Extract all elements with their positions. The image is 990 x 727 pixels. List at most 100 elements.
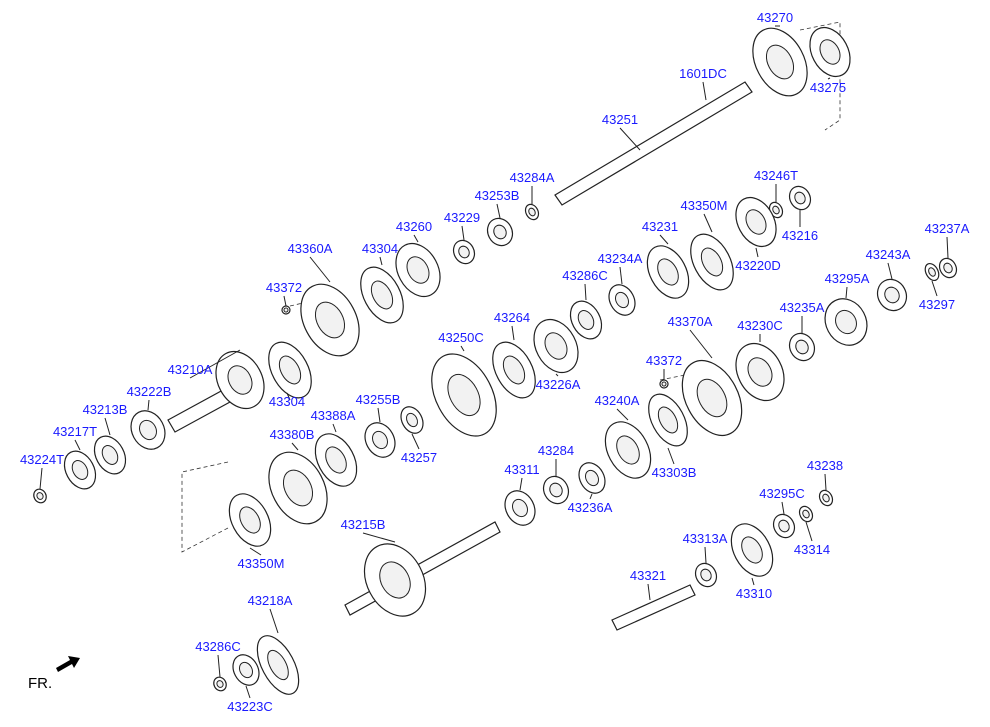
- part-label[interactable]: 43210A: [168, 362, 213, 377]
- part-label[interactable]: 43311: [504, 462, 539, 477]
- leader-line: [689, 329, 713, 359]
- part-label[interactable]: 43222B: [127, 384, 172, 399]
- part-43310: [730, 523, 774, 577]
- leader-line: [283, 295, 287, 307]
- part-label[interactable]: 43223C: [227, 699, 273, 714]
- part-label[interactable]: 43372: [266, 280, 302, 295]
- part-43313A: [694, 562, 718, 588]
- part-label[interactable]: 43251: [602, 112, 638, 127]
- part-43223C: [232, 654, 260, 686]
- part-label[interactable]: 43237A: [925, 221, 970, 236]
- part-label[interactable]: 43230C: [737, 318, 783, 333]
- part-label[interactable]: 43213B: [83, 402, 128, 417]
- leader-line: [217, 654, 221, 678]
- part-label[interactable]: 43360A: [288, 241, 333, 256]
- part-label[interactable]: 43243A: [866, 247, 911, 262]
- part-label[interactable]: 43229: [444, 210, 480, 225]
- part-label[interactable]: 43304: [269, 394, 305, 409]
- part-label[interactable]: 43295A: [825, 271, 870, 286]
- part-label[interactable]: 43314: [794, 542, 830, 557]
- part-label[interactable]: 43286C: [195, 639, 241, 654]
- front-direction-indicator: FR.: [28, 656, 80, 692]
- part-label[interactable]: 43284: [538, 443, 574, 458]
- part-bore: [747, 357, 773, 387]
- part-bore: [139, 419, 157, 441]
- part-43304: [268, 341, 312, 399]
- part-label[interactable]: 43313A: [683, 531, 728, 546]
- part-label[interactable]: 43238: [807, 458, 843, 473]
- part-label[interactable]: 43388A: [311, 408, 356, 423]
- part-label[interactable]: 43255B: [356, 392, 401, 407]
- part-label[interactable]: 43224T: [20, 452, 64, 467]
- part-43238: [818, 489, 834, 507]
- part-43229: [452, 239, 476, 265]
- leader-line: [659, 234, 669, 245]
- part-label[interactable]: 43264: [494, 310, 530, 325]
- part-label[interactable]: 43284A: [510, 170, 555, 185]
- part-label[interactable]: 43234A: [598, 251, 643, 266]
- main-shaft-43251: [554, 81, 753, 206]
- part-label[interactable]: 43257: [401, 450, 437, 465]
- part-43240A: [604, 421, 652, 479]
- part-label[interactable]: 43372: [646, 353, 682, 368]
- part-label[interactable]: 43260: [396, 219, 432, 234]
- leader-line: [619, 127, 641, 151]
- leader-line: [379, 256, 383, 266]
- part-label[interactable]: 43240A: [595, 393, 640, 408]
- part-bore: [577, 310, 595, 330]
- leader-line: [702, 81, 707, 101]
- leader-line: [805, 521, 813, 542]
- part-43215B: [363, 543, 427, 617]
- part-bore: [379, 561, 411, 599]
- part-bore: [406, 256, 430, 284]
- part-43295A: [824, 298, 868, 346]
- part-43235A: [788, 332, 816, 362]
- leader-line: [147, 399, 150, 411]
- shaft-43321: [611, 584, 696, 631]
- part-label[interactable]: 43216: [782, 228, 818, 243]
- part-label[interactable]: 43217T: [53, 424, 97, 439]
- leader-line: [647, 583, 651, 601]
- part-label[interactable]: 43295C: [759, 486, 805, 501]
- part-label[interactable]: 1601DC: [679, 66, 727, 81]
- part-label[interactable]: 43286C: [562, 268, 608, 283]
- part-label[interactable]: 43303B: [652, 465, 697, 480]
- part-label[interactable]: 43231: [642, 219, 678, 234]
- part-43217T: [63, 450, 97, 490]
- leader-line: [245, 685, 251, 699]
- part-label[interactable]: 43350M: [681, 198, 728, 213]
- part-label[interactable]: 43350M: [238, 556, 285, 571]
- part-bore: [239, 506, 261, 534]
- leader-line: [39, 467, 43, 490]
- part-label[interactable]: 43218A: [248, 593, 293, 608]
- part-label[interactable]: 43226A: [536, 377, 581, 392]
- part-label[interactable]: 43250C: [438, 330, 484, 345]
- part-label[interactable]: 43297: [919, 297, 955, 312]
- part-43360A: [300, 283, 360, 357]
- part-43350M: [228, 493, 272, 547]
- part-label[interactable]: 43310: [736, 586, 772, 601]
- part-label[interactable]: 43215B: [341, 517, 386, 532]
- part-label[interactable]: 43220D: [735, 258, 781, 273]
- leader-line: [616, 408, 629, 421]
- part-bore: [447, 373, 481, 417]
- leader-line: [845, 286, 848, 299]
- part-label[interactable]: 43246T: [754, 168, 798, 183]
- part-bore: [795, 339, 809, 355]
- part-label[interactable]: 43370A: [668, 314, 713, 329]
- part-43311: [504, 490, 536, 526]
- leader-line: [269, 608, 279, 634]
- part-label[interactable]: 43236A: [568, 500, 613, 515]
- part-label[interactable]: 43321: [630, 568, 666, 583]
- leader-line: [74, 439, 81, 451]
- leader-line: [519, 477, 523, 491]
- part-label[interactable]: 43253B: [475, 188, 520, 203]
- part-bore: [700, 568, 712, 582]
- part-label[interactable]: 43380B: [270, 427, 315, 442]
- part-label[interactable]: 43235A: [780, 300, 825, 315]
- part-label[interactable]: 43304: [362, 241, 398, 256]
- part-43226A: [533, 318, 579, 374]
- part-label[interactable]: 43270: [757, 10, 793, 25]
- part-label[interactable]: 43275: [810, 80, 846, 95]
